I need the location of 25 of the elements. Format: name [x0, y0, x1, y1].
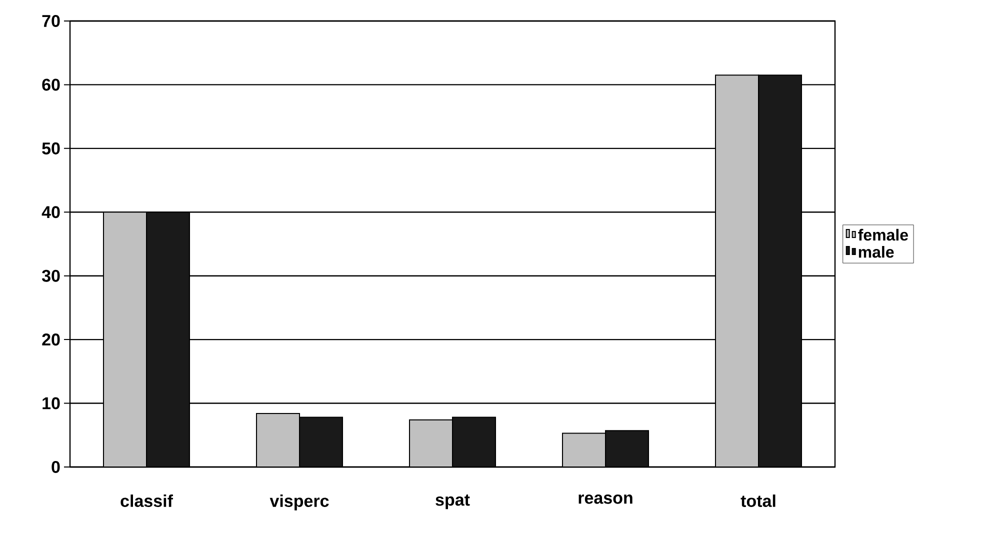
y-tick-label: 30	[42, 270, 60, 282]
x-tick-label: visperc	[270, 494, 329, 510]
y-tick-label: 0	[52, 460, 60, 474]
bar	[452, 416, 496, 467]
y-tick-label: 50	[42, 142, 60, 154]
y-tick-label: 40	[42, 206, 60, 218]
bar	[103, 212, 148, 467]
bar	[146, 212, 190, 467]
x-tick-label: total	[740, 494, 776, 508]
x-tick-label: classif	[120, 494, 173, 508]
legend-label: male	[858, 246, 894, 258]
x-tick-label: spat	[436, 494, 470, 510]
bar	[562, 432, 606, 467]
y-tick-label: 20	[42, 334, 60, 346]
bar	[715, 74, 760, 467]
bar	[758, 74, 802, 467]
bar	[409, 419, 454, 467]
bar	[256, 412, 300, 467]
y-tick-label: 70	[42, 14, 60, 28]
legend-label: female	[858, 228, 908, 241]
x-tick-label: reason	[578, 494, 632, 504]
bar	[299, 416, 344, 467]
y-tick-label: 60	[42, 78, 60, 91]
y-tick-label: 10	[42, 397, 60, 410]
bar	[605, 430, 650, 467]
